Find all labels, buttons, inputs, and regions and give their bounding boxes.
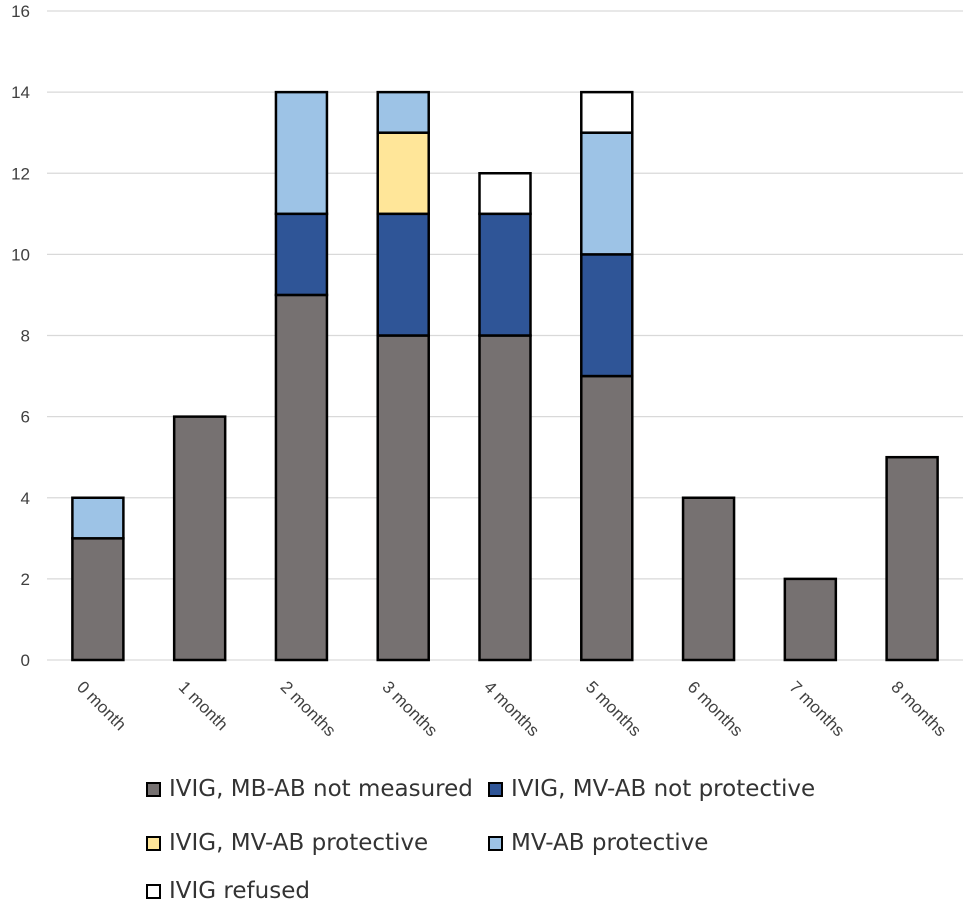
x-axis-ticks: 0 month 1 month 2 months 3 months 4 months 5 … bbox=[73, 677, 950, 740]
legend-item: IVIG, MV-AB protective bbox=[146, 830, 428, 856]
x-tick-label: 1 month bbox=[175, 677, 232, 734]
legend-item: IVIG, MV-AB not protective bbox=[488, 776, 815, 802]
legend-label: IVIG, MV-AB protective bbox=[169, 830, 429, 856]
bar-segment bbox=[71, 537, 125, 662]
bar-segment bbox=[376, 90, 430, 134]
bar-segment bbox=[376, 131, 430, 216]
bar-segment bbox=[71, 496, 125, 540]
bar-segment bbox=[681, 496, 736, 662]
bar-segment bbox=[478, 172, 532, 216]
bar-segment bbox=[274, 293, 329, 662]
y-tick-label: 6 bbox=[21, 408, 30, 427]
legend-item: MV-AB protective bbox=[488, 830, 708, 856]
y-tick-label: 12 bbox=[11, 164, 30, 183]
legend-swatch bbox=[146, 835, 161, 851]
y-tick-label: 2 bbox=[21, 570, 30, 589]
bar-segment bbox=[172, 415, 227, 662]
legend-label: IVIG, MB-AB not measured bbox=[169, 776, 473, 802]
legend-swatch bbox=[146, 883, 161, 899]
y-axis-ticks: 0 2 4 6 8 10 12 14 16 bbox=[11, 2, 30, 670]
x-tick-label: 0 month bbox=[73, 677, 130, 734]
y-tick-label: 4 bbox=[21, 489, 30, 508]
legend-label: MV-AB protective bbox=[511, 830, 709, 856]
bars bbox=[71, 90, 939, 662]
y-tick-label: 14 bbox=[11, 83, 30, 102]
legend-swatch bbox=[488, 781, 503, 797]
bar-segment bbox=[274, 212, 329, 297]
legend-item: IVIG, MB-AB not measured bbox=[146, 776, 473, 802]
legend-item: IVIG refused bbox=[146, 878, 310, 904]
legend-label: IVIG, MV-AB not protective bbox=[511, 776, 816, 802]
legend-swatch bbox=[146, 781, 161, 797]
x-tick-label: 8 months bbox=[887, 677, 950, 740]
legend-swatch bbox=[488, 835, 503, 851]
y-tick-label: 16 bbox=[11, 2, 30, 21]
stacked-bar-chart: 0 2 4 6 8 10 12 14 16 0 month 1 month 2 months 3 mo… bbox=[11, 2, 963, 740]
bar-segment bbox=[580, 131, 634, 256]
x-tick-label: 4 months bbox=[480, 677, 543, 740]
bar-segment bbox=[478, 334, 532, 662]
bar-segment bbox=[376, 334, 430, 662]
bar-segment bbox=[478, 212, 532, 337]
x-tick-label: 5 months bbox=[582, 677, 645, 740]
x-tick-label: 3 months bbox=[378, 677, 441, 740]
y-tick-label: 8 bbox=[21, 327, 30, 346]
y-tick-label: 0 bbox=[21, 651, 30, 670]
bar-segment bbox=[376, 212, 430, 337]
bar-segment bbox=[885, 455, 939, 662]
x-tick-label: 6 months bbox=[684, 677, 747, 740]
bar-segment bbox=[580, 253, 634, 378]
y-tick-label: 10 bbox=[11, 245, 30, 264]
bar-segment bbox=[580, 90, 634, 134]
bar-segment bbox=[274, 90, 329, 216]
x-tick-label: 7 months bbox=[786, 677, 849, 740]
x-tick-label: 2 months bbox=[277, 677, 340, 740]
legend-label: IVIG refused bbox=[169, 878, 310, 904]
bar-segment bbox=[580, 374, 634, 662]
bar-segment bbox=[783, 577, 838, 662]
